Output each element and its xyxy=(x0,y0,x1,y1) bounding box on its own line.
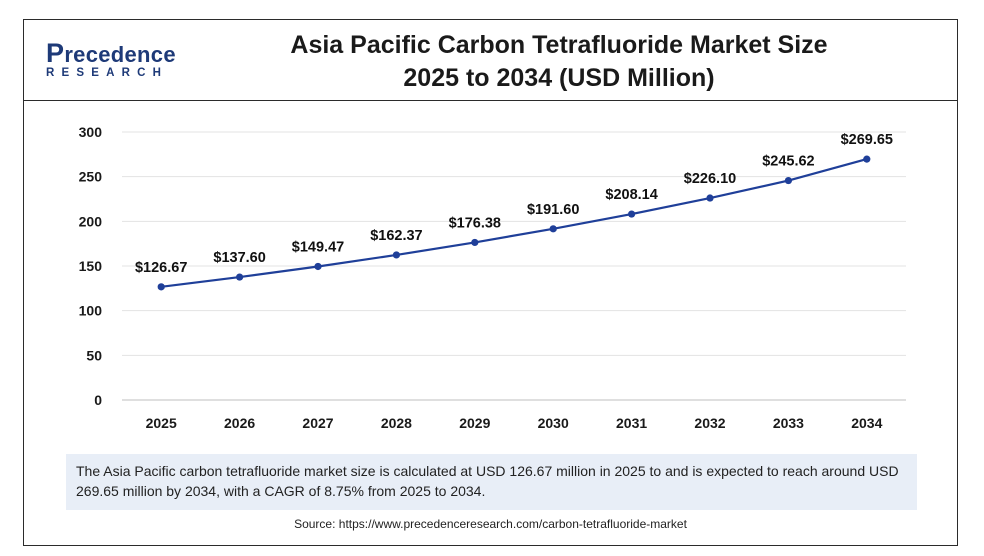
line-chart: 0 50 100 150 200 250 300 2025 2026 2027 2028 2029 20… xyxy=(79,124,906,431)
y-tick-label: 150 xyxy=(79,258,103,274)
data-point xyxy=(471,238,479,247)
y-tick-label: 100 xyxy=(79,303,103,319)
data-point xyxy=(784,176,793,185)
data-point xyxy=(314,262,322,271)
x-tick-label: 2029 xyxy=(459,415,490,431)
y-tick-label: 300 xyxy=(79,124,103,140)
logo-subtitle: RESEARCH xyxy=(46,67,169,79)
summary-note: The Asia Pacific carbon tetrafluoride ma… xyxy=(66,454,917,510)
data-point xyxy=(392,251,400,259)
data-label: $149.47 xyxy=(292,239,344,255)
data-point xyxy=(628,210,636,218)
data-point xyxy=(157,283,165,291)
y-tick-label: 250 xyxy=(79,169,103,185)
series-line xyxy=(161,158,868,288)
logo-initial: P xyxy=(46,38,65,68)
x-tick-label: 2032 xyxy=(694,415,725,431)
x-tick-label: 2030 xyxy=(538,415,569,431)
data-label: $126.67 xyxy=(135,260,187,276)
data-point xyxy=(236,273,244,281)
y-tick-label: 200 xyxy=(79,213,103,229)
data-label: $245.62 xyxy=(762,154,814,170)
x-tick-label: 2031 xyxy=(616,415,647,431)
x-tick-label: 2025 xyxy=(146,415,177,431)
chart-title-line-1: Asia Pacific Carbon Tetrafluoride Market… xyxy=(290,31,828,59)
logo-word: recedence xyxy=(64,42,176,67)
data-label: $176.38 xyxy=(449,215,501,231)
data-label: $226.10 xyxy=(684,171,736,187)
data-label: $137.60 xyxy=(213,250,265,266)
source-text: Source: https://www.precedenceresearch.c… xyxy=(294,517,687,531)
data-label: $191.60 xyxy=(527,202,579,218)
data-label: $269.65 xyxy=(841,132,893,148)
x-tick-label: 2027 xyxy=(302,415,333,431)
x-tick-label: 2026 xyxy=(224,415,255,431)
x-tick-label: 2028 xyxy=(381,415,412,431)
y-tick-label: 50 xyxy=(86,347,102,363)
chart-title-line-2: 2025 to 2034 (USD Million) xyxy=(403,64,715,92)
data-point xyxy=(863,155,871,163)
x-tick-label: 2033 xyxy=(773,415,804,431)
chart-frame: Precedence RESEARCH Asia Pacific Carbon … xyxy=(23,19,958,546)
x-tick-label: 2034 xyxy=(851,415,882,431)
data-label: $208.14 xyxy=(605,187,657,203)
logo-wordmark: Precedence xyxy=(46,38,176,69)
data-point xyxy=(706,194,714,202)
chart-title: Asia Pacific Carbon Tetrafluoride Market… xyxy=(254,29,864,95)
header: Precedence RESEARCH Asia Pacific Carbon … xyxy=(24,20,957,101)
brand-logo: Precedence RESEARCH xyxy=(38,38,198,88)
data-point xyxy=(549,225,557,233)
y-tick-label: 0 xyxy=(94,392,102,408)
data-label: $162.37 xyxy=(370,228,422,244)
